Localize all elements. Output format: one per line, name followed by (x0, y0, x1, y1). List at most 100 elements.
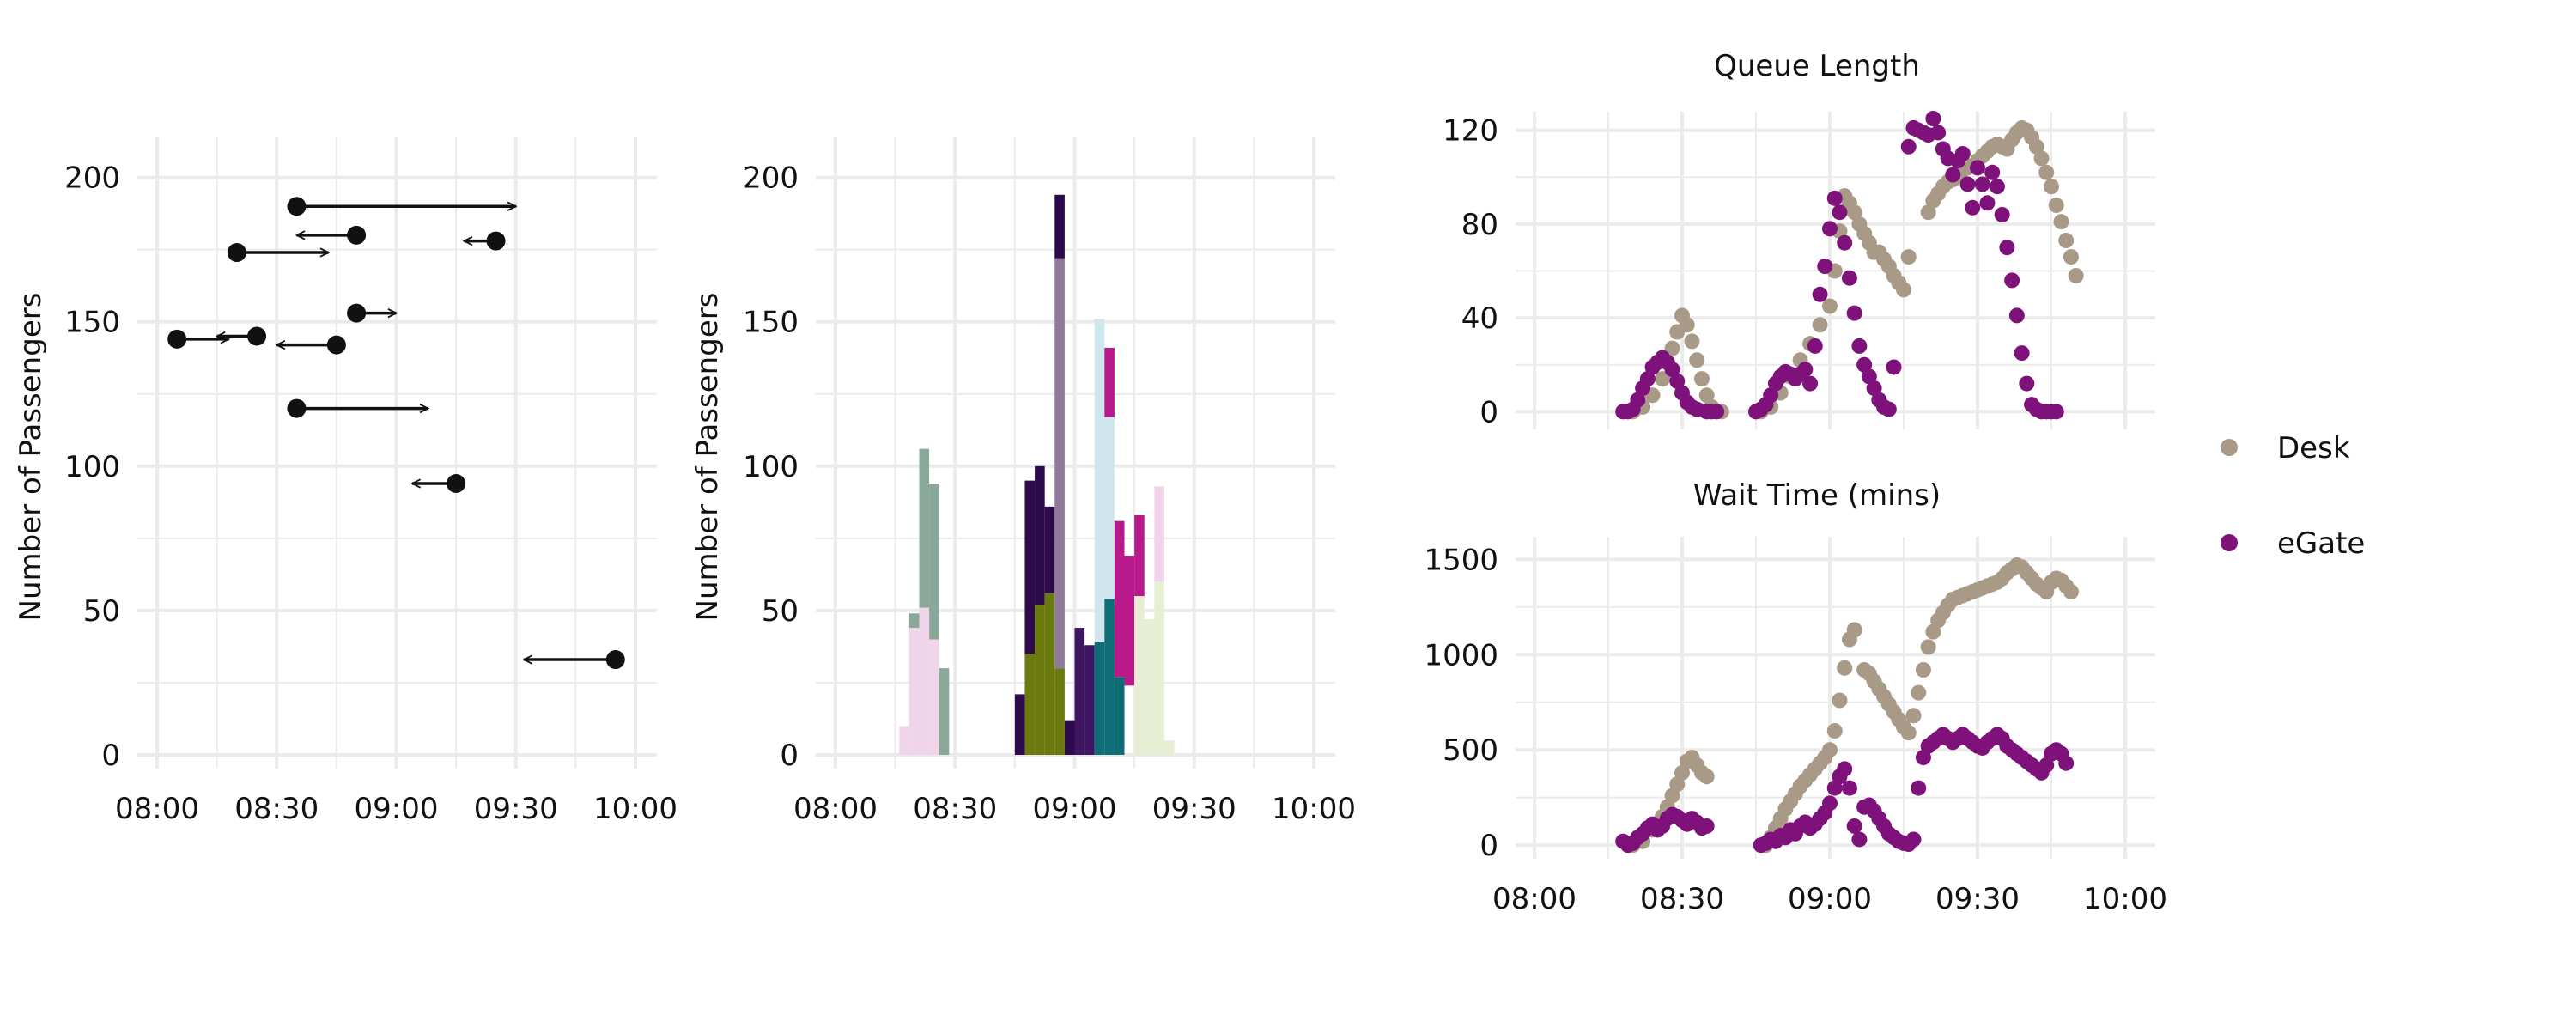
egate-queue-point (1797, 362, 1814, 378)
egate-queue-point (1866, 380, 1882, 397)
x-tick-label: 09:30 (1935, 882, 2020, 916)
egate-wait-point (1911, 780, 1927, 796)
histogram-bar (1104, 347, 1115, 417)
histogram-bar (1124, 556, 1135, 686)
histogram-bar (929, 483, 939, 640)
histogram-bar (1104, 599, 1115, 755)
arrival-y-ticks: 0 50 100 150 200 (64, 161, 120, 773)
egate-queue-point (1900, 138, 1917, 155)
x-tick-label: 10:00 (593, 792, 677, 826)
egate-queue-point (1930, 125, 1947, 141)
scheduled-point (326, 335, 346, 355)
egate-queue-point (1999, 240, 2015, 256)
desk-queue-point (1655, 371, 1671, 387)
wait-time-y-ticks: 0 500 1000 1500 (1424, 543, 1498, 863)
x-tick-label: 09:00 (1788, 882, 1872, 916)
y-tick-label: 200 (64, 161, 120, 196)
histogram-bar (908, 628, 920, 755)
egate-queue-point (1846, 305, 1862, 321)
desk-queue-point (2063, 249, 2079, 265)
egate-queue-point (1832, 204, 1848, 221)
egate-queue-point (1989, 179, 2005, 195)
desk-wait-point (1905, 708, 1922, 724)
scheduled-point (227, 243, 246, 263)
queue-length-panel: Queue Length 0 40 80 120 (1443, 49, 2155, 429)
egate-queue-point (1639, 371, 1656, 387)
desk-queue-point (1664, 340, 1680, 356)
histogram-bar (899, 726, 909, 755)
desk-queue-point (1684, 333, 1700, 350)
histogram-bar (1134, 596, 1145, 755)
histogram-bar (1035, 605, 1045, 755)
x-tick-label: 08:30 (1640, 882, 1724, 916)
histogram-bar (1134, 514, 1145, 597)
histogram-bars (899, 194, 1175, 755)
egate-queue-point (2048, 404, 2064, 420)
desk-queue-point (2038, 164, 2055, 180)
histogram-bar (1154, 486, 1164, 582)
histogram-bar (1104, 417, 1115, 599)
histogram-y-ticks: 0 50 100 150 200 (743, 161, 799, 773)
histogram-bar (1084, 645, 1095, 755)
egate-queue-point (1994, 206, 2010, 222)
egate-wait-point (1837, 761, 1853, 777)
y-tick-label: 0 (1479, 395, 1498, 429)
histogram-bar (1163, 740, 1175, 755)
egate-queue-point (1945, 167, 1961, 183)
y-tick-label: 100 (743, 450, 799, 484)
wait-time-x-ticks: 08:00 08:30 09:00 09:30 10:00 (1492, 882, 2167, 916)
histogram-bar (1074, 628, 1085, 755)
desk-queue-point (1698, 387, 1715, 404)
egate-queue-point (2014, 345, 2030, 362)
egate-queue-point (1841, 270, 1857, 286)
desk-wait-point (1826, 723, 1843, 739)
desk-wait-point (1911, 684, 1927, 701)
egate-queue-point (1664, 362, 1680, 378)
desk-queue-point (1693, 371, 1710, 387)
desk-wait-point (1915, 662, 1931, 678)
histogram-bar (908, 613, 920, 629)
egate-wait-point (1846, 818, 1862, 834)
desk-wait-point (2063, 584, 2079, 600)
histogram-bar (919, 607, 930, 755)
y-tick-label: 40 (1461, 301, 1498, 336)
legend-item-egate: eGate (2221, 526, 2365, 561)
desk-queue-point (2044, 179, 2059, 195)
arrival-marks (167, 197, 625, 670)
legend-key-egate (2221, 534, 2238, 551)
histogram-bar (1054, 258, 1065, 669)
desk-queue-point (2053, 214, 2069, 230)
y-tick-label: 50 (83, 594, 120, 629)
egate-queue-point (1812, 286, 1828, 302)
y-tick-label: 120 (1443, 114, 1498, 149)
desk-wait-point (1832, 692, 1848, 709)
histogram-bar (1024, 654, 1036, 755)
egate-queue-point (1763, 387, 1779, 404)
egate-queue-point (1856, 356, 1873, 373)
egate-wait-point (1851, 831, 1868, 848)
desk-queue-point (1679, 317, 1695, 333)
histogram-bar (1114, 520, 1125, 678)
arrival-x-ticks: 08:00 08:30 09:00 09:30 10:00 (115, 792, 677, 826)
histogram-bar (1144, 618, 1155, 755)
x-tick-label: 08:30 (234, 792, 319, 826)
desk-queue-point (1896, 282, 1911, 298)
y-tick-label: 0 (780, 739, 799, 773)
legend: Desk eGate (2221, 431, 2365, 561)
queue-length-title: Queue Length (1714, 49, 1920, 83)
histogram-panel: 0 50 100 150 200 08:00 08:30 09:00 09:30 10:00 N… (690, 137, 1356, 826)
x-tick-label: 08:30 (913, 792, 997, 826)
scheduled-point (167, 329, 187, 349)
y-tick-label: 150 (743, 306, 799, 340)
x-tick-label: 08:00 (1492, 882, 1577, 916)
egate-queue-point (2008, 307, 2025, 324)
histogram-bar (1044, 506, 1055, 593)
y-tick-label: 0 (1479, 829, 1498, 863)
histogram-bar (1094, 319, 1105, 642)
y-tick-label: 1500 (1424, 543, 1498, 577)
x-tick-label: 10:00 (2083, 882, 2167, 916)
egate-queue-point (1709, 404, 1725, 420)
queue-length-points (1615, 111, 2084, 420)
egate-wait-point (1841, 780, 1857, 796)
